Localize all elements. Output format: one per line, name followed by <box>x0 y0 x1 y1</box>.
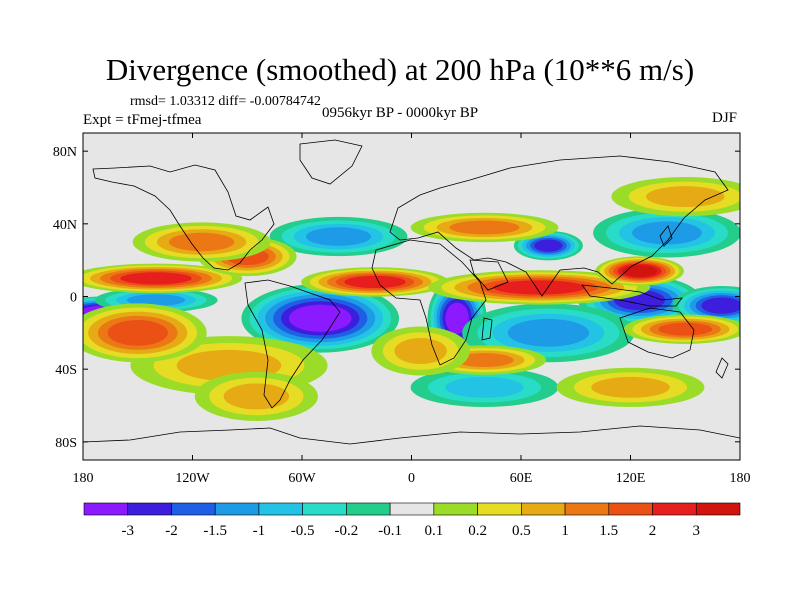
field-contour-19-3 <box>449 220 520 235</box>
season-label: DJF <box>712 110 738 126</box>
colorbar-label: -1 <box>253 523 266 539</box>
x-tick-label: 120W <box>175 471 210 486</box>
coastline-antarctica <box>83 425 740 445</box>
colorbar-swatch <box>302 502 347 516</box>
coastline-japan <box>659 225 673 247</box>
colorbar-label: 1.5 <box>599 523 618 539</box>
colorbar-swatch <box>564 502 610 516</box>
field-contour-5-5 <box>534 239 563 252</box>
field-contour-2-6 <box>445 302 469 334</box>
x-tick-label: 180 <box>73 471 94 486</box>
colorbar-label: -0.5 <box>291 523 315 539</box>
field-contour-15-5 <box>493 280 586 295</box>
field-contour-9-3 <box>305 227 372 246</box>
y-tick-label: 40N <box>53 218 77 233</box>
coastline-south-america <box>244 279 341 409</box>
colorbar-swatch <box>477 502 522 516</box>
colorbar-label: -2 <box>165 523 178 539</box>
coastline-new-zealand <box>715 357 729 379</box>
field-contour-22-3 <box>455 353 514 368</box>
coastline-arabia <box>469 259 509 291</box>
coastline-africa <box>371 239 487 366</box>
colorbar-swatch <box>695 502 741 516</box>
chart-title: Divergence (smoothed) at 200 hPa (10**6 … <box>105 52 695 87</box>
experiment-label: Expt = tFmej-tfmea <box>83 112 202 128</box>
colorbar-swatch <box>258 502 303 516</box>
colorbar-swatch <box>214 502 260 516</box>
period-label: 0956kyr BP - 0000kyr BP <box>322 105 479 121</box>
field-contour-20-3 <box>169 232 235 252</box>
colorbar-swatch <box>346 502 391 516</box>
colorbar-label: -0.1 <box>378 523 402 539</box>
colorbar-swatch <box>389 502 435 516</box>
stats-label: rmsd= 1.03312 diff= -0.00784742 <box>130 94 321 109</box>
colorbar: -3 -2 -1.5 -1 -0.5 -0.2 -0.1 0.1 0.2 0.5 1 1.5 2 3 <box>83 502 741 539</box>
field-contour-4-5 <box>701 297 740 314</box>
field-contour-25-2 <box>646 186 725 207</box>
field-contour-16-6 <box>622 265 658 277</box>
divergence-field <box>83 133 740 460</box>
coastline-north-america <box>92 164 275 271</box>
x-tick-label: 180 <box>730 471 751 486</box>
colorbar-swatch <box>608 502 653 516</box>
colorbar-swatch <box>127 502 172 516</box>
colorbar-label: -1.5 <box>203 523 227 539</box>
colorbar-swatch <box>433 502 478 516</box>
field-contour-7-3 <box>126 294 186 306</box>
field-contour-8-3 <box>632 221 702 245</box>
field-contour-17-4 <box>658 322 713 336</box>
field-contour-21-2 <box>223 383 290 410</box>
colorbar-swatch <box>171 502 216 516</box>
field-contour-0-6 <box>288 304 352 332</box>
field-contour-12-5 <box>120 272 192 285</box>
colorbar-swatch <box>652 502 697 516</box>
coastline-indonesia <box>581 284 683 307</box>
colorbar-label: 0.1 <box>424 523 443 539</box>
y-tick-label: 40S <box>55 363 77 378</box>
colorbar-swatch <box>521 502 566 516</box>
axes: 180 120W 60W 0 60E 120E 180 80N 40N 0 40S 80S <box>53 133 751 486</box>
colorbar-label: -3 <box>121 523 134 539</box>
colorbar-label: 0.2 <box>468 523 487 539</box>
field-contour-10-2 <box>445 376 524 398</box>
y-tick-label: 80N <box>53 145 77 160</box>
colorbar-label: 2 <box>649 523 657 539</box>
field-contour-23-2 <box>394 337 447 365</box>
field-contour-13-4 <box>107 319 168 346</box>
colorbar-label: 3 <box>693 523 701 539</box>
coastline-madagascar <box>481 317 493 341</box>
x-tick-label: 60E <box>510 471 533 486</box>
colorbar-label: -0.2 <box>335 523 359 539</box>
field-contour-6-3 <box>507 318 590 347</box>
colorbar-label: 1 <box>561 523 569 539</box>
x-tick-label: 120E <box>616 471 646 486</box>
coastline-greenland <box>299 139 363 185</box>
field-contour-24-2 <box>591 376 670 398</box>
coastline-australia <box>619 307 695 359</box>
coastline-eurasia <box>389 155 729 297</box>
x-tick-label: 60W <box>288 471 316 486</box>
coastlines <box>83 139 740 445</box>
field-contour-14-5 <box>344 275 406 289</box>
colorbar-label: 0.5 <box>512 523 531 539</box>
colorbar-swatch <box>83 502 129 516</box>
x-tick-label: 0 <box>408 471 415 486</box>
y-tick-label: 80S <box>55 436 77 451</box>
y-tick-label: 0 <box>70 291 77 306</box>
